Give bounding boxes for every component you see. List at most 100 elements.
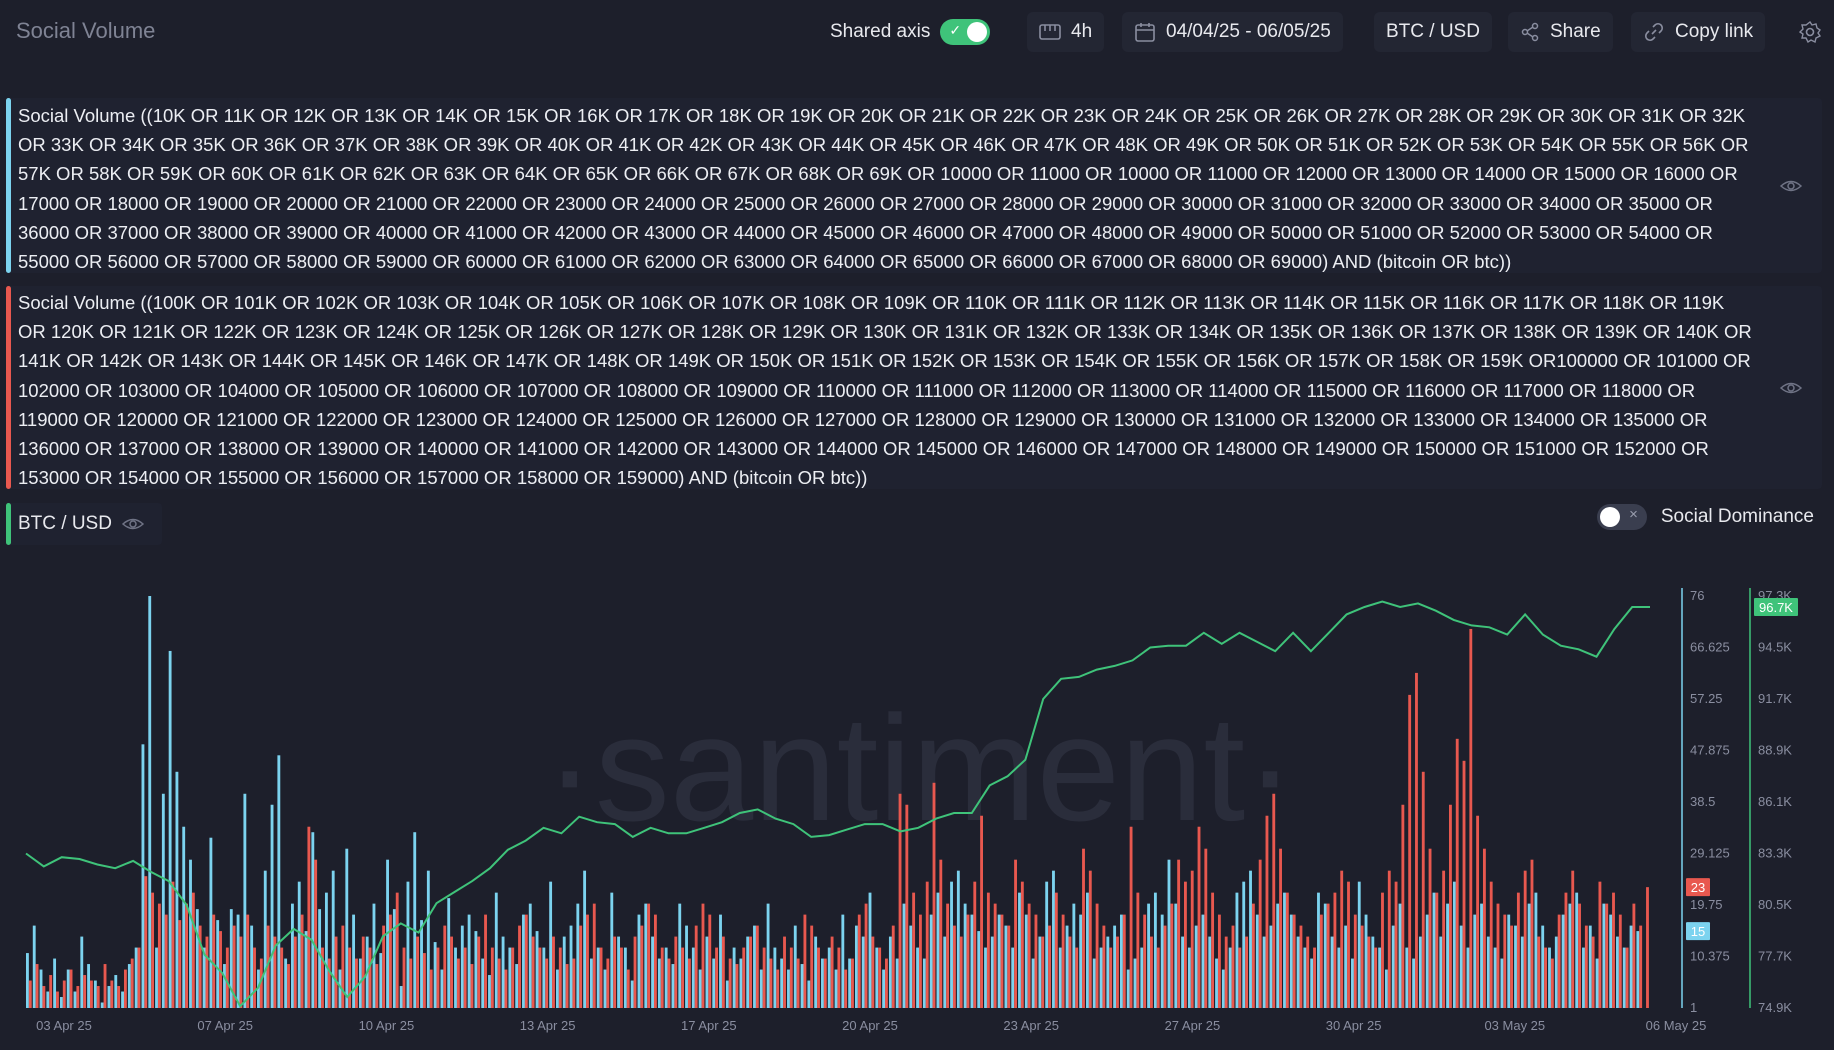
- bar-blue: [929, 914, 933, 1008]
- bar-red: [1347, 881, 1350, 1008]
- asset-chip[interactable]: BTC / USD: [6, 503, 162, 545]
- bar-red: [395, 892, 399, 1008]
- bar-red: [490, 947, 494, 1008]
- bar-red: [687, 958, 691, 1008]
- bar-blue: [746, 936, 750, 1008]
- shared-axis-toggle[interactable]: Shared axis ✓: [818, 12, 1002, 52]
- bar-blue: [284, 958, 288, 1008]
- bar-blue: [1493, 947, 1497, 1008]
- bar-blue: [1221, 969, 1225, 1008]
- eye-icon[interactable]: [121, 514, 144, 534]
- bar-red: [1421, 771, 1425, 1008]
- social-dominance-toggle[interactable]: × Social Dominance: [1596, 504, 1814, 530]
- bar-blue: [304, 931, 308, 1008]
- bar-red: [925, 881, 929, 1008]
- bar-red: [1231, 925, 1235, 1008]
- bar-blue: [66, 969, 70, 1008]
- bar-blue: [556, 969, 559, 1008]
- bar-red: [1279, 848, 1282, 1008]
- bar-blue: [678, 903, 682, 1008]
- shared-axis-switch[interactable]: ✓: [940, 19, 991, 45]
- bar-blue: [664, 947, 668, 1008]
- bar-red: [1612, 892, 1615, 1008]
- bar-red: [1190, 870, 1194, 1008]
- bar-red: [660, 947, 664, 1008]
- bar-blue: [1582, 947, 1585, 1008]
- bar-blue: [528, 903, 532, 1008]
- bar-blue: [1541, 925, 1545, 1008]
- x-axis-tick: 03 May 25: [1484, 1018, 1545, 1033]
- bar-blue: [87, 964, 91, 1008]
- bar-blue: [243, 793, 247, 1008]
- bar-red: [932, 782, 936, 1008]
- bar-blue: [766, 903, 770, 1008]
- bar-red: [1584, 925, 1588, 1008]
- bar-blue: [1147, 903, 1151, 1008]
- bar-blue: [1323, 903, 1327, 1008]
- bar-red: [205, 936, 209, 1008]
- x-axis-tick: 17 Apr 25: [681, 1018, 737, 1033]
- asset-color-bar: [6, 503, 11, 545]
- bar-red: [1428, 848, 1432, 1008]
- settings-button[interactable]: [1786, 12, 1834, 52]
- bar-red: [1591, 936, 1595, 1008]
- bar-blue: [1568, 903, 1572, 1008]
- bar-red: [1360, 925, 1364, 1008]
- bar-red: [1374, 947, 1378, 1008]
- metric-query-2[interactable]: Social Volume ((100K OR 101K OR 102K OR …: [6, 286, 1822, 489]
- page-title: Social Volume: [16, 18, 156, 43]
- bar-red: [769, 958, 773, 1008]
- bar-red: [1299, 925, 1303, 1008]
- bar-blue: [46, 991, 50, 1008]
- bar-red: [266, 925, 270, 1008]
- bar-blue: [134, 947, 138, 1008]
- bar-red: [1401, 804, 1405, 1008]
- bar-blue: [569, 925, 573, 1008]
- bar-red: [1564, 892, 1568, 1008]
- bar-red: [579, 925, 583, 1008]
- bar-red: [1245, 936, 1249, 1008]
- metric-query-1[interactable]: Social Volume ((10K OR 11K OR 12K OR 13K…: [6, 98, 1822, 273]
- share-button[interactable]: Share: [1508, 12, 1613, 52]
- bar-blue: [725, 980, 729, 1008]
- bar-blue: [651, 936, 654, 1008]
- eye-icon[interactable]: [1780, 378, 1802, 398]
- gear-icon: [1798, 20, 1822, 44]
- bar-red: [463, 947, 467, 1008]
- bar-red: [1408, 694, 1412, 1008]
- bar-red: [592, 903, 596, 1008]
- copy-link-button[interactable]: Copy link: [1631, 12, 1766, 52]
- social-dominance-switch[interactable]: ×: [1596, 504, 1647, 530]
- bar-red: [599, 947, 603, 1008]
- bar-red: [1503, 914, 1507, 1008]
- bar-red: [966, 914, 970, 1008]
- bar-red: [402, 947, 406, 1008]
- bar-blue: [155, 947, 158, 1008]
- bar-blue: [73, 991, 77, 1008]
- bar-red: [1523, 870, 1527, 1008]
- bar-red: [178, 920, 182, 1008]
- bar-blue: [1235, 892, 1239, 1008]
- bar-blue: [433, 942, 437, 1008]
- bar-red: [293, 936, 297, 1008]
- bar-red: [1217, 914, 1221, 1008]
- bar-blue: [1473, 914, 1477, 1008]
- x-axis-tick: 07 Apr 25: [197, 1018, 253, 1033]
- bar-red: [219, 931, 222, 1008]
- bar-red: [1557, 914, 1561, 1008]
- bar-red: [83, 975, 87, 1008]
- left-axis-tick: 76: [1690, 588, 1704, 603]
- bar-blue: [114, 975, 118, 1008]
- pair-button[interactable]: BTC / USD: [1374, 12, 1492, 52]
- bar-blue: [1351, 958, 1354, 1008]
- bar-red: [626, 969, 630, 1008]
- bar-blue: [1133, 958, 1137, 1008]
- bar-red: [857, 914, 861, 1008]
- eye-icon[interactable]: [1780, 176, 1802, 196]
- interval-button[interactable]: 4h: [1027, 12, 1105, 52]
- social-volume-chart[interactable]: ·santiment· 76 66.625 57.25 47.875 38.5 29.12…: [0, 580, 1834, 1040]
- interval-icon: [1039, 23, 1061, 41]
- bar-blue: [1283, 892, 1286, 1008]
- right-axis-tick: 80.5K: [1758, 897, 1792, 912]
- date-range-button[interactable]: 04/04/25 - 06/05/25: [1122, 12, 1343, 52]
